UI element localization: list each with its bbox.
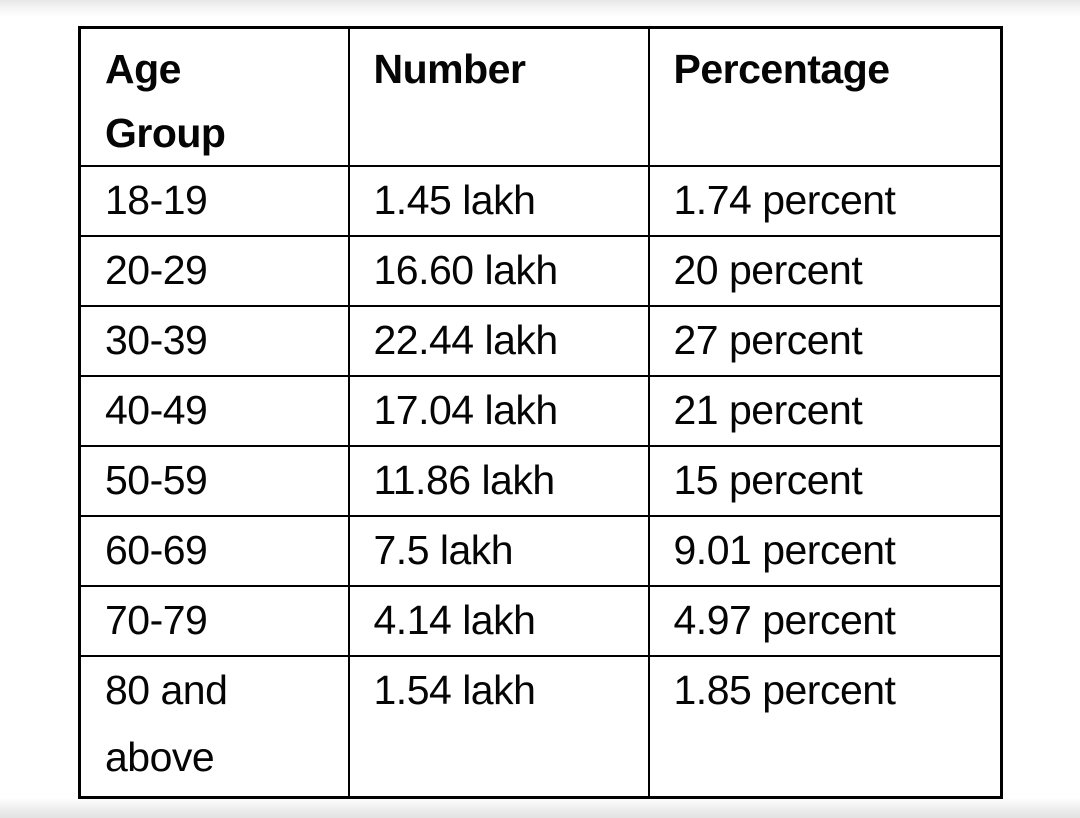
cell-number: 17.04 lakh bbox=[347, 375, 650, 447]
cell-percentage: 4.97 percent bbox=[647, 585, 1003, 657]
header-percentage: Percentage bbox=[647, 26, 1003, 167]
cell-number: 16.60 lakh bbox=[347, 235, 650, 307]
cell-age-group: 18-19 bbox=[78, 165, 350, 237]
age-distribution-table: Age Group Number Percentage 18-19 1.45 l… bbox=[78, 26, 1003, 799]
header-number-label: Number bbox=[373, 46, 526, 92]
table-row: 50-59 11.86 lakh 15 percent bbox=[78, 445, 1003, 517]
cell-percentage: 9.01 percent bbox=[647, 515, 1003, 587]
cell-number: 4.14 lakh bbox=[347, 585, 650, 657]
cell-number: 22.44 lakh bbox=[347, 305, 650, 377]
cell-age-group: 80 and above bbox=[78, 655, 350, 798]
cell-percentage: 1.74 percent bbox=[647, 165, 1003, 237]
cell-percentage: 27 percent bbox=[647, 305, 1003, 377]
table-row: 40-49 17.04 lakh 21 percent bbox=[78, 375, 1003, 447]
cell-percentage: 20 percent bbox=[647, 235, 1003, 307]
cell-age-group: 60-69 bbox=[78, 515, 350, 587]
table-row: 70-79 4.14 lakh 4.97 percent bbox=[78, 585, 1003, 657]
cell-number: 11.86 lakh bbox=[347, 445, 650, 517]
header-age-group: Age Group bbox=[78, 26, 350, 167]
cell-age-group: 70-79 bbox=[78, 585, 350, 657]
header-age-group-label: Age Group bbox=[105, 46, 226, 156]
header-number: Number bbox=[347, 26, 650, 167]
cell-age-group: 30-39 bbox=[78, 305, 350, 377]
cell-number: 1.45 lakh bbox=[347, 165, 650, 237]
cell-percentage: 21 percent bbox=[647, 375, 1003, 447]
cell-percentage: 15 percent bbox=[647, 445, 1003, 517]
cell-number: 1.54 lakh bbox=[347, 655, 650, 798]
cell-percentage: 1.85 percent bbox=[647, 655, 1003, 798]
table-row: 30-39 22.44 lakh 27 percent bbox=[78, 305, 1003, 377]
cell-age-group: 50-59 bbox=[78, 445, 350, 517]
cell-age-group: 40-49 bbox=[78, 375, 350, 447]
table-row: 18-19 1.45 lakh 1.74 percent bbox=[78, 165, 1003, 237]
table-row: 80 and above 1.54 lakh 1.85 percent bbox=[78, 655, 1003, 798]
cell-age-group: 20-29 bbox=[78, 235, 350, 307]
table-row: 60-69 7.5 lakh 9.01 percent bbox=[78, 515, 1003, 587]
cell-number: 7.5 lakh bbox=[347, 515, 650, 587]
header-row: Age Group Number Percentage bbox=[78, 26, 1003, 167]
header-percentage-label: Percentage bbox=[673, 46, 891, 92]
table-row: 20-29 16.60 lakh 20 percent bbox=[78, 235, 1003, 307]
